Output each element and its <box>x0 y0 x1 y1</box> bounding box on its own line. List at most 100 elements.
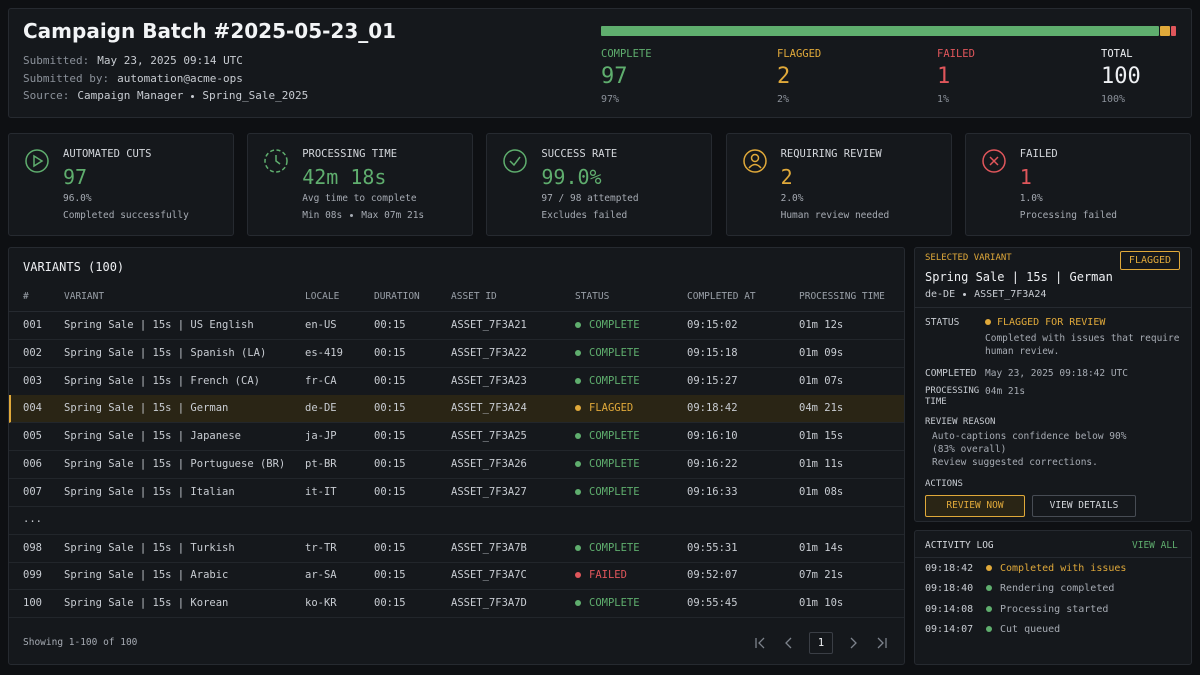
progress-segment <box>601 26 1159 36</box>
cell-text: FLAGGED <box>589 402 634 415</box>
table-row[interactable]: 005 Spring Sale | 15s | Japanese ja-JP 00:1… <box>9 423 904 452</box>
table-cell: COMPLETE <box>575 597 640 609</box>
cell-text: 09:15:27 <box>687 374 738 387</box>
cell-text: COMPLETE <box>589 430 640 443</box>
metric-icon <box>742 149 767 173</box>
table-cell: COMPLETE <box>575 542 640 554</box>
table-row[interactable]: 002 Spring Sale | 15s | Spanish (LA) es-41… <box>9 340 904 368</box>
cell-text: 004 <box>23 402 42 415</box>
log-text: Cut queued <box>1000 623 1061 635</box>
cell-text: ASSET_7F3A23 <box>451 374 527 387</box>
prev-page[interactable] <box>782 636 796 650</box>
text-part: Campaign Manager <box>77 89 184 102</box>
header-divider <box>9 311 904 312</box>
column-header: DURATION <box>374 291 420 302</box>
metric-detail: 96.0% <box>63 193 92 204</box>
cell-text: ASSET_7F3A26 <box>451 458 527 470</box>
cell-text: COMPLETE <box>589 319 640 331</box>
cell-text: ja-JP <box>305 430 337 443</box>
table-cell: 09:52:07 <box>687 569 738 581</box>
table-row[interactable]: 099 Spring Sale | 15s | Arabic ar-SA 00:15 A… <box>9 562 904 591</box>
cell-text: pt-BR <box>305 458 337 470</box>
table-cell: 00:15 <box>374 402 406 414</box>
column-header: PROCESSING TIME <box>799 291 885 302</box>
table-cell: Spring Sale | 15s | Italian <box>64 486 235 498</box>
cell-text: 01m 15s <box>799 430 844 443</box>
table-row[interactable]: 003 Spring Sale | 15s | French (CA) fr-CA 0… <box>9 368 904 396</box>
column-header: STATUS <box>575 291 610 302</box>
table-row[interactable]: 100 Spring Sale | 15s | Korean ko-KR 00:15 A… <box>9 590 904 619</box>
metric-detail: 1.0% <box>1020 193 1043 204</box>
text-part: Completed successfully <box>63 210 189 221</box>
summary-label: FLAGGED <box>777 48 822 60</box>
cell-text: it-IT <box>305 485 337 498</box>
field-label: ACTIONS <box>925 479 963 489</box>
table-cell: 01m 12s <box>799 319 843 331</box>
first-page[interactable] <box>753 636 767 650</box>
metric-title: AUTOMATED CUTS <box>63 148 152 160</box>
table-cell: ASSET_7F3A26 <box>451 458 527 470</box>
activity-panel: ACTIVITY LOG VIEW ALL 09:18:42 Completed wi… <box>914 530 1192 665</box>
table-cell: ASSET_7F3A21 <box>451 319 527 331</box>
table-cell: 00:15 <box>374 375 406 387</box>
log-dot <box>986 605 992 612</box>
status-value: FLAGGED FOR REVIEW <box>985 317 1105 328</box>
cell-text: 00:15 <box>374 374 406 387</box>
cell-text: 006 <box>23 458 42 470</box>
table-row[interactable]: 006 Spring Sale | 15s | Portuguese (BR) pt… <box>9 451 904 479</box>
meta-line: Source: Campaign Manager Spring_Sale_2025 <box>23 89 308 102</box>
table-cell: 001 <box>23 319 42 331</box>
table-cell: Spring Sale | 15s | Spanish (LA) <box>64 347 266 359</box>
summary-label: COMPLETE <box>601 48 652 60</box>
cell-text: fr-CA <box>305 374 337 387</box>
text-part: automation@acme-ops <box>117 71 243 85</box>
table-cell: pt-BR <box>305 458 337 470</box>
action-button[interactable]: REVIEW NOW <box>925 495 1025 517</box>
review-line: (83% overall) <box>932 444 1007 455</box>
page-number[interactable]: 1 <box>809 632 833 654</box>
last-page[interactable] <box>875 636 889 650</box>
table-cell: COMPLETE <box>575 319 640 331</box>
column-header: VARIANT <box>64 291 105 302</box>
metric-detail: Processing failed <box>1020 210 1117 221</box>
table-cell: 09:55:31 <box>687 542 738 554</box>
table-cell: 099 <box>23 569 42 581</box>
metric-card: AUTOMATED CUTS 97 96.0% Completed successfu… <box>8 133 234 236</box>
table-row[interactable]: 001 Spring Sale | 15s | US English en-US 00… <box>9 312 904 340</box>
field-label: REVIEW REASON <box>925 417 996 427</box>
view-all-link[interactable]: VIEW ALL <box>1132 540 1178 551</box>
cell-text: Spring Sale | 15s | Spanish (LA) <box>64 346 267 359</box>
table-row[interactable]: 007 Spring Sale | 15s | Italian it-IT 00:15… <box>9 479 904 507</box>
cell-text: COMPLETE <box>589 541 640 554</box>
table-footer: Showing 1-100 of 100 <box>23 637 138 648</box>
log-text: Processing started <box>1000 603 1109 615</box>
log-time: 09:14:08 <box>925 603 974 615</box>
table-cell: 09:18:42 <box>687 402 738 414</box>
cell-text: COMPLETE <box>589 458 640 470</box>
locale: de-DE <box>925 289 956 300</box>
table-cell: 01m 10s <box>799 597 843 609</box>
column-header: ASSET ID <box>451 291 497 302</box>
cell-text: 00:15 <box>374 485 406 498</box>
cell-text: COMPLETE <box>589 346 640 359</box>
cell-text: 002 <box>23 346 42 359</box>
text-part: May 23, 2025 09:14 UTC <box>97 54 243 67</box>
next-page[interactable] <box>846 636 860 650</box>
variant-name: Spring Sale | 15s | German <box>925 270 1113 284</box>
metric-icon <box>503 149 528 173</box>
cell-text: 00:15 <box>374 597 406 610</box>
table-cell: fr-CA <box>305 375 337 387</box>
table-row[interactable]: 004 Spring Sale | 15s | German de-DE 00:15 A… <box>9 395 904 424</box>
column-header: COMPLETED AT <box>687 291 756 302</box>
log-time: 09:18:42 <box>925 563 974 574</box>
table-cell: 00:15 <box>374 430 406 442</box>
cell-text: Spring Sale | 15s | German <box>64 402 229 415</box>
table-row[interactable]: 098 Spring Sale | 15s | Turkish tr-TR 00:15… <box>9 535 904 563</box>
metric-title: REQUIRING REVIEW <box>780 148 882 160</box>
action-button[interactable]: VIEW DETAILS <box>1032 495 1136 517</box>
metric-detail: Completed successfully <box>63 210 189 221</box>
metric-card: SUCCESS RATE 99.0% 97 / 98 attempted Exclud… <box>486 133 713 236</box>
batch-title: Campaign Batch #2025-05-23_01 <box>23 19 397 43</box>
cell-text: es-419 <box>305 346 343 359</box>
table-cell: Spring Sale | 15s | Portuguese (BR) <box>64 458 285 470</box>
